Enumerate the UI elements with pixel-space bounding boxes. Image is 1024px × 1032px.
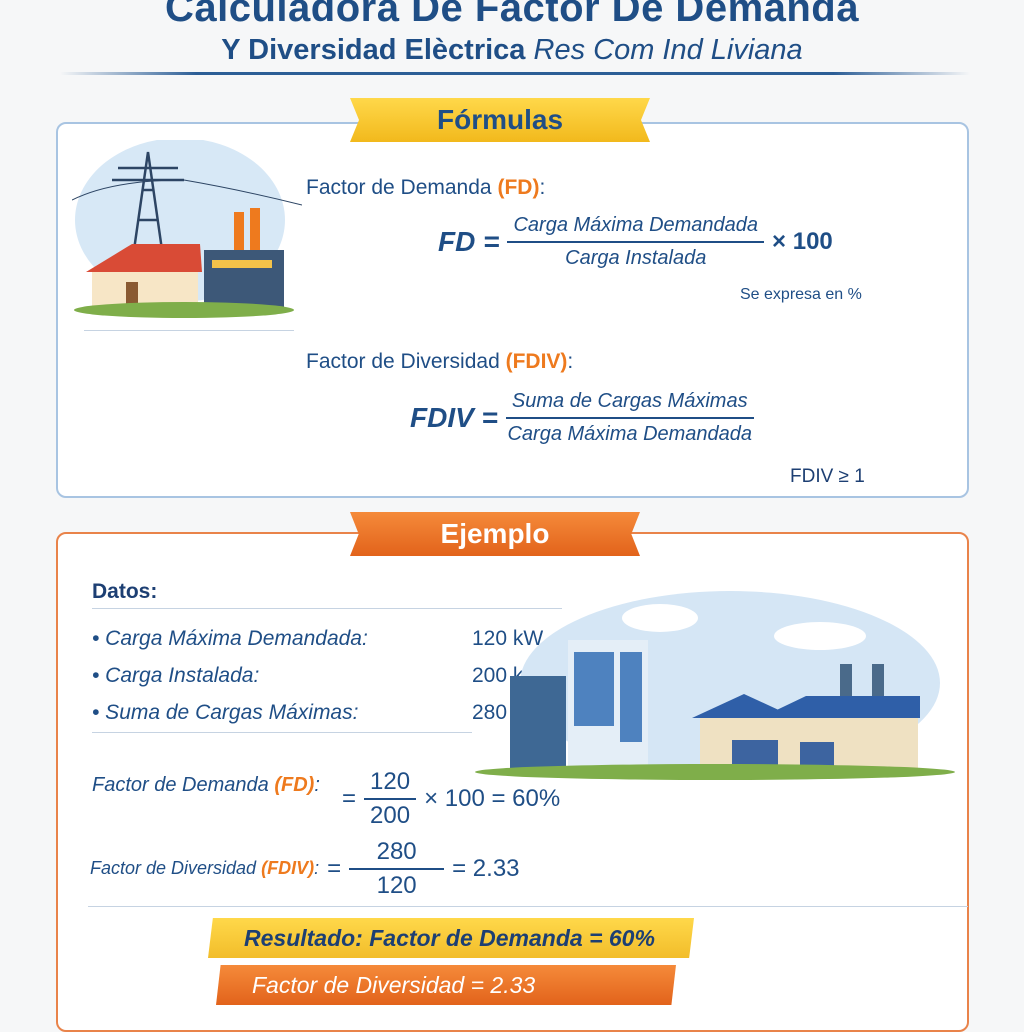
fd-formula-label: Factor de Demanda (FD): [306,176,546,199]
title-divider [60,72,970,75]
example-ribbon: Ejemplo [350,512,640,556]
fdiv-formula-label: Factor de Diversidad (FDIV): [306,350,574,373]
result-fdiv-banner: Factor de Diversidad = 2.33 [216,965,676,1005]
fdiv-calc-equals: = [327,854,342,882]
fdiv-calculation: Factor de Diversidad (FDIV): = 280 120 = … [90,838,520,899]
divider [92,608,562,609]
fd-formula: FD = Carga Máxima Demandada Carga Instala… [438,214,833,270]
fdiv-formula: FDIV = Suma de Cargas Máximas Carga Máxim… [410,390,754,446]
building-icon [204,250,284,308]
fd-calc-fraction: 120 200 [364,768,417,829]
fdiv-calc-result: = 2.33 [452,854,520,882]
divider [88,906,968,907]
title-line-1: Calculadora De Factor De Demanda [165,0,859,30]
divider [92,732,472,733]
fdiv-note: FDIV ≥ 1 [790,466,865,487]
title-line-2: Y Diversidad Elèctrica Res Com Ind Livia… [0,34,1024,67]
title-main: Y Diversidad Elèctrica [221,34,526,66]
formulas-ribbon: Fórmulas [350,98,650,142]
fdiv-fraction: Suma de Cargas Máximas Carga Máxima Deman… [505,390,754,445]
result-fd-banner: Resultado: Factor de Demanda = 60% [208,918,694,958]
fd-calculation: = 120 200 × 100 = 60% [342,768,560,829]
factory-icon [760,696,920,718]
house-roof-icon [86,244,202,272]
house-tower-illustration [72,140,302,318]
fdiv-calc-fraction: 280 120 [349,838,445,899]
datos-label: Datos: [92,580,158,603]
fd-note: Se expresa en % [740,286,862,303]
fd-fraction: Carga Máxima Demandada Carga Instalada [507,214,765,270]
fd-calculation-label: Factor de Demanda (FD): [92,774,320,796]
divider [84,330,294,331]
fdiv-calculation-label: Factor de Diversidad (FDIV): [90,858,320,879]
power-tower-icon [72,151,302,251]
title-subtitle: Res Com Ind Liviana [533,34,803,66]
office-building-icon [510,676,566,768]
fd-calc-equals: = [342,784,357,812]
fd-multiplier: × 100 [772,228,833,255]
fdiv-lhs: FDIV = [410,402,498,433]
fd-calc-result: × 100 = 60% [424,784,561,812]
fd-lhs: FD = [438,226,500,257]
city-industry-illustration [475,591,955,780]
data-item: • Carga Máxima Demandada: 120 kW [92,627,544,650]
